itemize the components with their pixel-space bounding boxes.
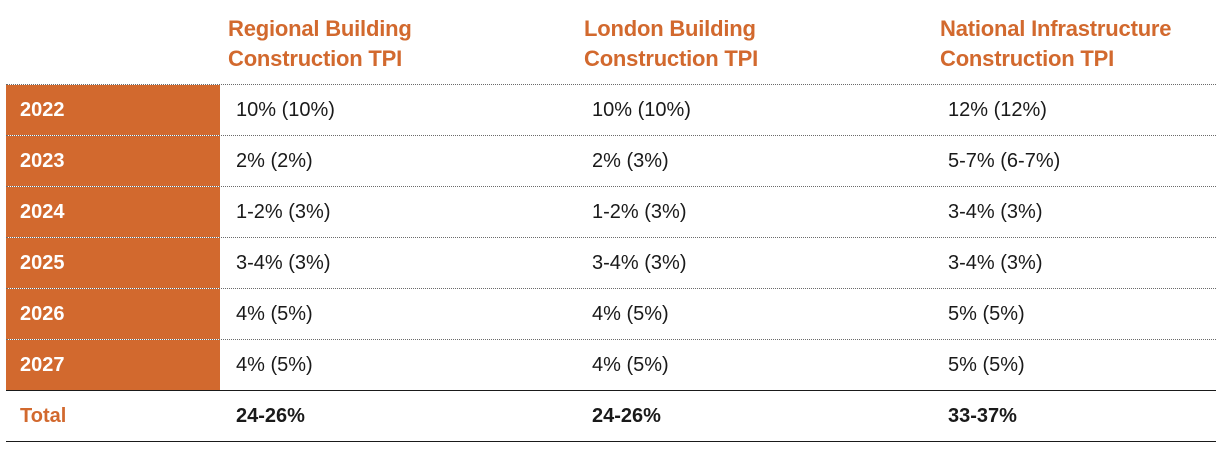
total-row: Total 24-26% 24-26% 33-37%	[6, 390, 1216, 442]
table-cell: 1-2% (3%)	[592, 200, 687, 223]
table-cell: 4% (5%)	[592, 302, 669, 325]
table-row: 2024 1-2% (3%) 1-2% (3%) 3-4% (3%)	[6, 186, 1216, 237]
table-cell: 5% (5%)	[948, 302, 1025, 325]
table-row: 2027 4% (5%) 4% (5%) 5% (5%)	[6, 339, 1216, 390]
table-row: 2023 2% (2%) 2% (3%) 5-7% (6-7%)	[6, 135, 1216, 186]
table-cell: 10% (10%)	[592, 98, 691, 121]
table-cell: 3-4% (3%)	[236, 251, 331, 274]
header-spacer	[6, 0, 220, 84]
column-header-line: Construction TPI	[584, 46, 759, 71]
table-cell: 1-2% (3%)	[236, 200, 331, 223]
row-year: 2026	[6, 289, 220, 339]
column-header-london: London Building Construction TPI	[576, 0, 932, 84]
total-label: Total	[20, 404, 67, 427]
table-row: 2022 10% (10%) 10% (10%) 12% (12%)	[6, 84, 1216, 135]
table-cell: 2% (2%)	[236, 149, 313, 172]
column-header-line: National Infrastructure	[940, 16, 1172, 41]
column-header-regional: Regional Building Construction TPI	[220, 0, 576, 84]
table-cell: 4% (5%)	[592, 353, 669, 376]
table-cell: 5% (5%)	[948, 353, 1025, 376]
table-row: 2025 3-4% (3%) 3-4% (3%) 3-4% (3%)	[6, 237, 1216, 288]
table-row: 2026 4% (5%) 4% (5%) 5% (5%)	[6, 288, 1216, 339]
table-cell: 2% (3%)	[592, 149, 669, 172]
column-header-line: Construction TPI	[940, 46, 1115, 71]
table-cell: 10% (10%)	[236, 98, 335, 121]
total-value: 24-26%	[592, 404, 661, 427]
total-value: 24-26%	[236, 404, 305, 427]
row-year: 2024	[6, 187, 220, 237]
row-year: 2022	[6, 85, 220, 135]
table-cell: 3-4% (3%)	[592, 251, 687, 274]
tpi-forecast-table: Regional Building Construction TPI Londo…	[6, 0, 1216, 442]
column-header-line: Regional Building	[228, 16, 412, 41]
column-header-line: Construction TPI	[228, 46, 403, 71]
total-value: 33-37%	[948, 404, 1017, 427]
table-cell: 4% (5%)	[236, 353, 313, 376]
table-cell: 4% (5%)	[236, 302, 313, 325]
table-cell: 12% (12%)	[948, 98, 1047, 121]
row-year: 2023	[6, 136, 220, 186]
row-year: 2027	[6, 340, 220, 390]
table-cell: 3-4% (3%)	[948, 251, 1043, 274]
table-cell: 3-4% (3%)	[948, 200, 1043, 223]
column-header-national: National Infrastructure Construction TPI	[932, 0, 1216, 84]
column-header-line: London Building	[584, 16, 756, 41]
row-year: 2025	[6, 238, 220, 288]
table-cell: 5-7% (6-7%)	[948, 149, 1061, 172]
table-header: Regional Building Construction TPI Londo…	[6, 0, 1216, 84]
